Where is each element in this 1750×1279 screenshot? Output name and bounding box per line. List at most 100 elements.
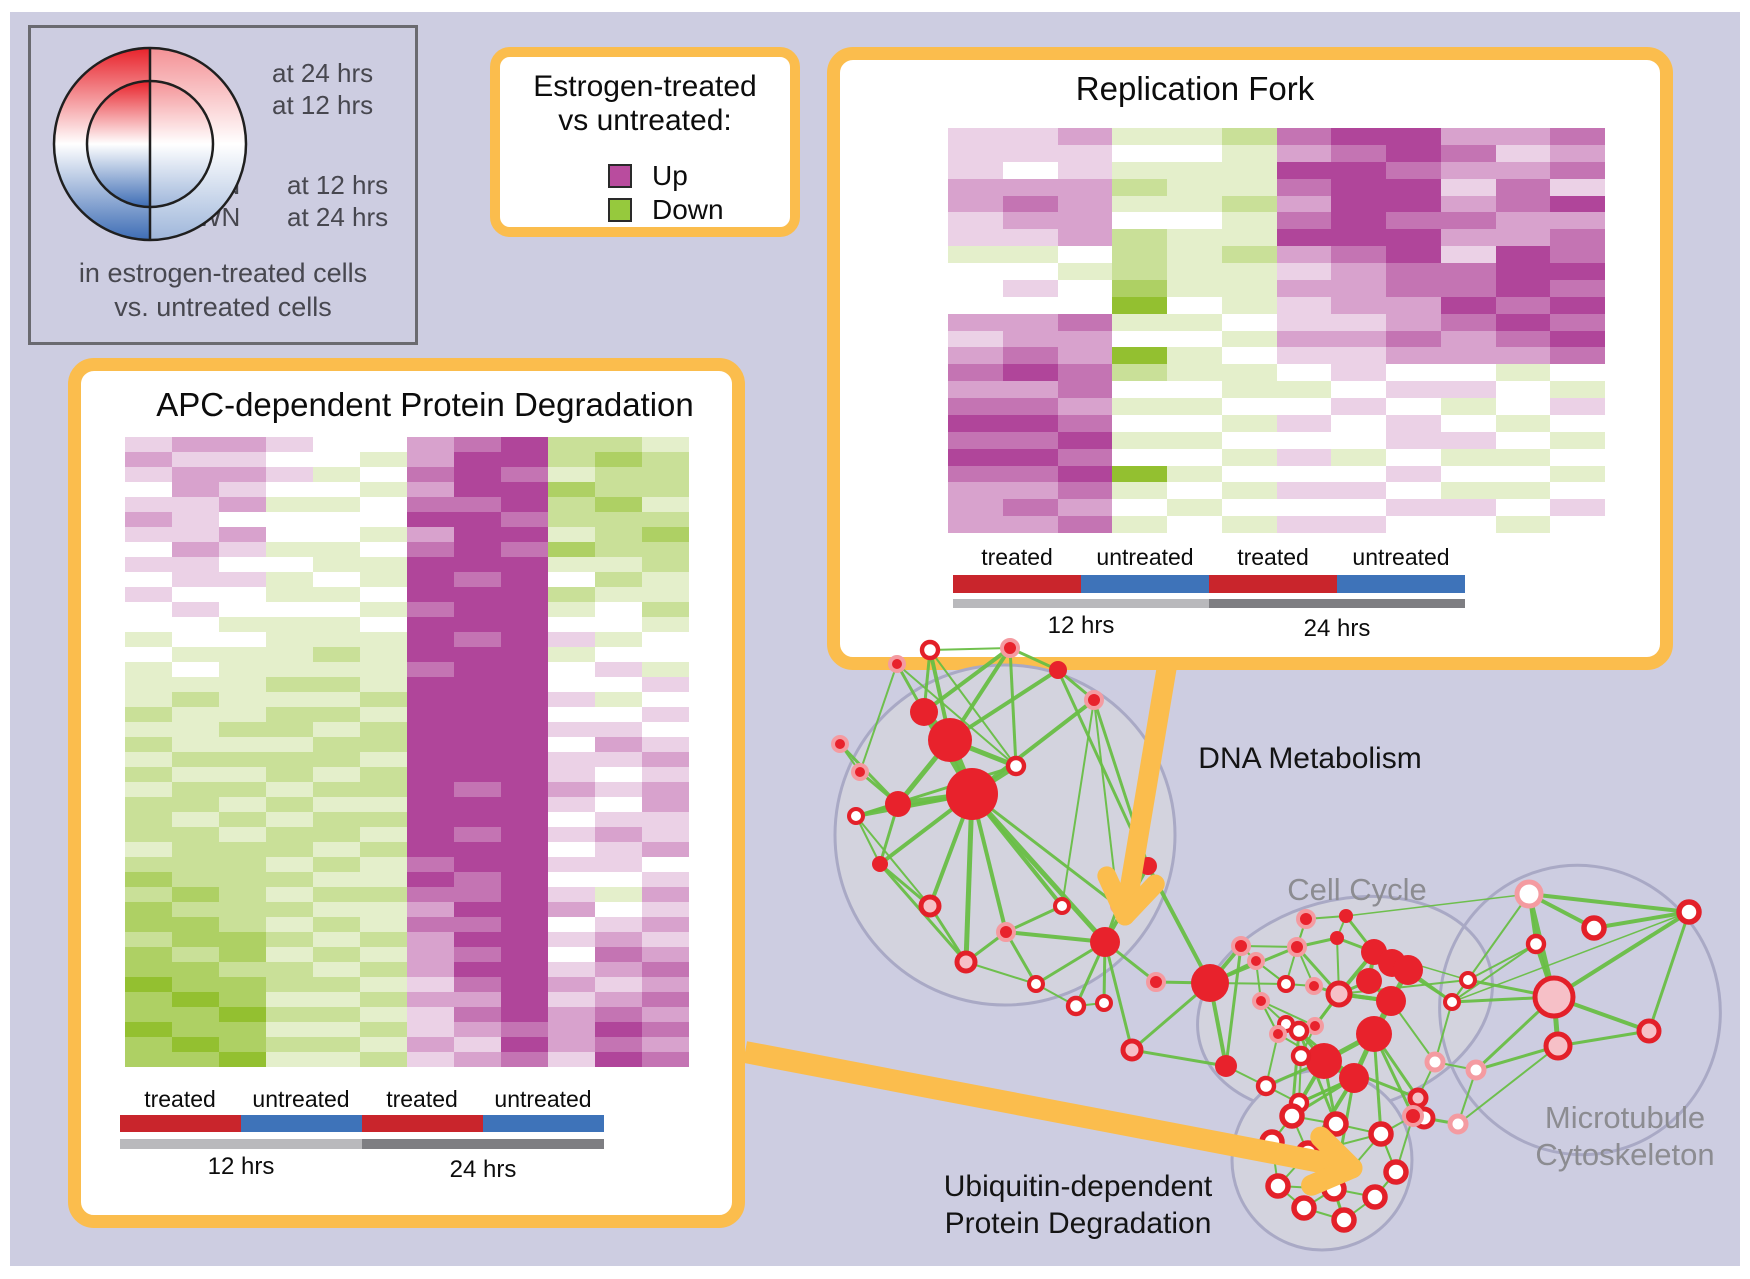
heatmap-cell: [948, 212, 1003, 230]
heatmap-cell: [1002, 263, 1058, 280]
heatmap-cell: [266, 992, 313, 1007]
heatmap-cell: [1550, 347, 1605, 365]
heatmap-cell: [172, 812, 219, 827]
heatmap-cell: [407, 572, 454, 587]
heatmap-cell: [407, 812, 454, 827]
heatmap-cell: [454, 527, 501, 542]
heatmap-cell: [454, 1037, 501, 1052]
heatmap-cell: [407, 962, 454, 977]
heatmap-cell: [1167, 178, 1222, 196]
heatmap-cell: [642, 827, 689, 842]
heatmap-cell: [595, 872, 642, 887]
heatmap-cell: [1276, 246, 1332, 263]
heatmap-cell: [1550, 178, 1605, 196]
heatmap-cell: [125, 917, 172, 932]
heatmap-cell: [454, 722, 501, 737]
heatmap-cell: [360, 677, 407, 692]
heatmap-cell: [1495, 161, 1551, 179]
heatmap-cell: [548, 782, 595, 797]
heatmap-cell: [1386, 347, 1441, 365]
heatmap-cell: [1112, 178, 1167, 196]
heatmap-cell: [266, 572, 313, 587]
heatmap-cell: [642, 452, 689, 467]
heatmap-cell: [595, 797, 642, 812]
heatmap-cell: [595, 917, 642, 932]
rf-24hrs-label: 24 hrs: [1303, 615, 1371, 642]
heatmap-cell: [266, 872, 313, 887]
heatmap-cell: [1276, 364, 1332, 382]
heatmap-cell: [407, 797, 454, 812]
heatmap-cell: [219, 602, 266, 617]
heatmap-cell: [1221, 516, 1277, 533]
heatmap-cell: [172, 602, 219, 617]
heatmap-cell: [407, 617, 454, 632]
heatmap-cell: [125, 497, 172, 512]
heatmap-cell: [1276, 279, 1332, 297]
rf-group-label-treated-24: treated: [1237, 544, 1309, 570]
heatmap-cell: [360, 887, 407, 902]
heatmap-cell: [1167, 330, 1222, 348]
heatmap-cell: [219, 752, 266, 767]
heatmap-cell: [642, 872, 689, 887]
heatmap-cell: [360, 527, 407, 542]
heatmap-cell: [595, 647, 642, 662]
heatmap-cell: [454, 872, 501, 887]
heatmap-cell: [548, 692, 595, 707]
heatmap-cell: [948, 246, 1003, 263]
heatmap-cell: [454, 752, 501, 767]
replication-fork-title: Replication Fork: [1075, 70, 1315, 107]
heatmap-cell: [1386, 263, 1441, 280]
heatmap-cell: [1002, 296, 1058, 314]
heatmap-cell: [266, 782, 313, 797]
heatmap-cell: [407, 1022, 454, 1037]
updown-legend-dir-3: DOWN: [158, 170, 241, 200]
heatmap-cell: [125, 767, 172, 782]
heatmap-cell: [407, 497, 454, 512]
heatmap-cell: [360, 467, 407, 482]
heatmap-cell: [1112, 347, 1167, 365]
heatmap-cell: [313, 767, 360, 782]
heatmap-cell: [125, 782, 172, 797]
heatmap-cell: [548, 482, 595, 497]
heatmap-cell: [313, 707, 360, 722]
heatmap-cell: [1495, 431, 1551, 449]
heatmap-cell: [172, 962, 219, 977]
heatmap-cell: [1112, 313, 1167, 331]
heatmap-cell: [1331, 381, 1386, 398]
heatmap-cell: [501, 782, 548, 797]
heatmap-cell: [501, 962, 548, 977]
heatmap-cell: [1112, 381, 1167, 398]
heatmap-cell: [1057, 229, 1113, 247]
heatmap-cell: [172, 752, 219, 767]
heatmap-cell: [1221, 246, 1277, 263]
heatmap-cell: [172, 437, 219, 452]
heatmap-cell: [407, 737, 454, 752]
heatmap-cell: [1002, 161, 1058, 179]
heatmap-cell: [1167, 212, 1222, 230]
heatmap-cell: [1002, 279, 1058, 297]
heatmap-cell: [595, 452, 642, 467]
heatmap-cell: [454, 587, 501, 602]
heatmap-cell: [454, 782, 501, 797]
heatmap-cell: [454, 602, 501, 617]
heatmap-cell: [1112, 246, 1167, 263]
heatmap-cell: [1331, 161, 1386, 179]
heatmap-cell: [1495, 263, 1551, 280]
heatmap-cell: [172, 707, 219, 722]
rf-group-label-untreated-24: untreated: [1352, 544, 1450, 570]
heatmap-cell: [548, 1037, 595, 1052]
heatmap-cell: [407, 857, 454, 872]
cell-cycle-label: Cell Cycle: [1287, 872, 1427, 907]
heatmap-cell: [1221, 229, 1277, 247]
heatmap-cell: [313, 1007, 360, 1022]
heatmap-cell: [407, 467, 454, 482]
heatmap-cell: [219, 482, 266, 497]
heatmap-cell: [1440, 229, 1496, 247]
heatmap-cell: [313, 1052, 360, 1067]
updown-legend-dir-1: UP: [156, 58, 193, 88]
rf-treatment-bar-2: [1081, 575, 1209, 593]
heatmap-cell: [642, 542, 689, 557]
heatmap-cell: [1276, 465, 1332, 483]
heatmap-cell: [172, 1022, 219, 1037]
updown-legend-box: [28, 25, 418, 345]
